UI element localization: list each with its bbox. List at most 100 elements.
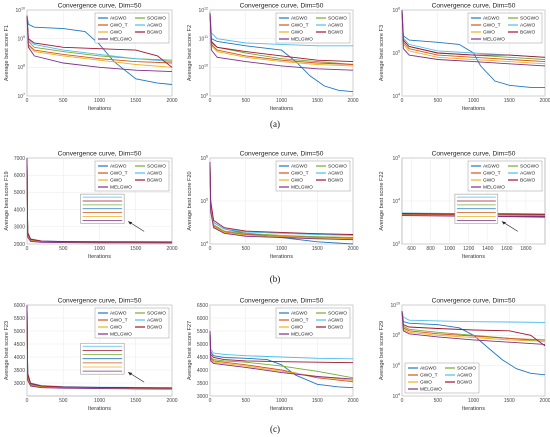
- y-tick-label: 3000: [14, 381, 25, 387]
- series-line-agwo: [401, 310, 546, 323]
- y-axis-label: Average best score F27: [187, 321, 193, 380]
- x-tick-label: 1400: [482, 246, 493, 252]
- legend-label: SOGWO: [520, 164, 539, 170]
- legend: AtGWO SOGWO GWO_T AGWO GWO BGWO MELGWO: [94, 307, 170, 339]
- legend: AtGWO SOGWO GWO_T AGWO GWO BGWO MELGWO: [275, 12, 351, 44]
- legend-label: AtGWO: [291, 16, 308, 22]
- legend-label: MELGWO: [420, 387, 442, 393]
- legend: AtGWO SOGWO GWO_T AGWO GWO BGWO MELGWO: [404, 362, 480, 394]
- x-tick-label: 500: [242, 246, 251, 252]
- legend-label: AGWO: [147, 318, 162, 324]
- series-line-melgwo: [401, 9, 546, 67]
- x-axis-label: Iterations: [462, 254, 485, 260]
- x-tick-label: 500: [59, 246, 68, 252]
- y-tick-label: 3500: [14, 368, 25, 374]
- series-line-agwo: [209, 330, 354, 360]
- chart-title: Convergence curve, Dim=50: [432, 3, 516, 10]
- y-axis-label: Average best score F20: [187, 171, 193, 230]
- legend-label: GWO_T: [420, 373, 438, 379]
- x-tick-label: 600: [407, 246, 416, 252]
- y-tick-label: 1010: [15, 6, 25, 14]
- series-line-bgwo: [401, 311, 546, 347]
- x-tick-label: 2000: [539, 398, 550, 404]
- legend-label: BGWO: [328, 325, 343, 331]
- legend-label: AGWO: [328, 318, 343, 324]
- legend-label: GWO: [420, 380, 432, 386]
- y-tick-label: 5500: [197, 329, 208, 335]
- legend-label: GWO: [291, 30, 303, 36]
- x-tick-label: 500: [434, 98, 443, 104]
- y-axis-label: Average best score F22: [379, 171, 385, 230]
- legend-label: MELGWO: [110, 332, 132, 338]
- x-tick-label: 2000: [539, 98, 550, 104]
- x-tick-label: 0: [209, 398, 212, 404]
- x-tick-label: 1500: [130, 98, 141, 104]
- legend-label: GWO: [483, 178, 495, 184]
- legend-label: SOGWO: [147, 16, 166, 22]
- y-tick-label: 4500: [197, 355, 208, 361]
- x-tick-label: 0: [26, 398, 29, 404]
- series-line-sogwo: [209, 330, 354, 379]
- zoom-inset: [80, 193, 145, 232]
- legend: AtGWO SOGWO GWO_T AGWO GWO BGWO MELGWO: [94, 160, 170, 192]
- x-axis-label: Iterations: [88, 254, 111, 260]
- x-tick-label: 1800: [520, 246, 531, 252]
- chart-panel-1: 0 500 1000 1500 2000 107 108 109 1010 Convergence…: [4, 3, 178, 113]
- legend-label: BGWO: [520, 178, 535, 184]
- x-tick-label: 0: [401, 398, 404, 404]
- legend-label: AGWO: [520, 171, 535, 177]
- series-line-gwo-t: [209, 330, 354, 383]
- x-tick-label: 1500: [504, 98, 515, 104]
- y-axis-label: Average best score F2: [187, 25, 193, 81]
- x-tick-label: 2000: [166, 246, 177, 252]
- inset-arrow-head: [128, 221, 133, 225]
- y-tick-label: 104: [392, 197, 400, 205]
- y-axis-label: Average best score F29: [379, 321, 385, 380]
- inset-arrow-head: [501, 221, 507, 225]
- y-tick-label: 4500: [14, 342, 25, 348]
- x-tick-label: 1000: [94, 398, 105, 404]
- chart-panel-5: 0 500 1000 1500 2000 104 105 106 Convergence cur…: [187, 151, 359, 261]
- row-caption: (a): [270, 119, 280, 129]
- x-tick-label: 1500: [130, 246, 141, 252]
- y-tick-label: 4000: [14, 355, 25, 361]
- series-line-atgwo: [209, 330, 354, 389]
- x-axis-label: Iterations: [88, 406, 111, 412]
- row-caption: (c): [270, 424, 280, 434]
- legend-label: AtGWO: [483, 164, 500, 170]
- x-tick-label: 1500: [312, 246, 323, 252]
- legend-label: GWO: [483, 30, 495, 36]
- legend-label: MELGWO: [483, 185, 505, 191]
- legend-label: BGWO: [457, 380, 472, 386]
- x-tick-label: 1000: [468, 98, 479, 104]
- legend: AtGWO SOGWO GWO_T AGWO GWO BGWO MELGWO: [94, 12, 170, 44]
- chart-title: Convergence curve, Dim=50: [58, 3, 142, 10]
- legend-label: MELGWO: [110, 185, 132, 191]
- legend-label: BGWO: [147, 325, 162, 331]
- zoom-inset: [454, 193, 518, 232]
- legend-label: BGWO: [147, 30, 162, 36]
- x-tick-label: 1000: [444, 246, 455, 252]
- series-line-melgwo: [26, 304, 173, 390]
- legend-label: BGWO: [328, 30, 343, 36]
- chart-title: Convergence curve, Dim=50: [58, 298, 142, 305]
- x-tick-label: 0: [26, 98, 29, 104]
- legend-label: MELGWO: [110, 37, 132, 43]
- x-tick-label: 1000: [276, 246, 287, 252]
- chart-panel-4: 0 500 1000 1500 2000 2000 3000 4000 5000 6000 7000…: [4, 151, 178, 261]
- legend-label: MELGWO: [291, 332, 313, 338]
- y-tick-label: 105: [392, 49, 400, 57]
- series-line-atgwo: [209, 12, 354, 93]
- y-tick-label: 5000: [14, 329, 25, 335]
- x-tick-label: 0: [209, 246, 212, 252]
- y-tick-label: 4000: [14, 207, 25, 213]
- chart-panel-8: 0 500 1000 1500 2000 3000 3500 4000 4500 5000 5500…: [187, 298, 359, 413]
- legend-label: SOGWO: [147, 311, 166, 317]
- series-line-melgwo: [26, 15, 173, 73]
- legend-label: MELGWO: [291, 37, 313, 43]
- chart-title: Convergence curve, Dim=50: [240, 151, 324, 158]
- x-tick-label: 1500: [130, 398, 141, 404]
- chart-panel-6: 600 800 1000 1200 1400 1600 1800 103 104 105 Conve…: [379, 151, 546, 260]
- x-tick-label: 1000: [276, 98, 287, 104]
